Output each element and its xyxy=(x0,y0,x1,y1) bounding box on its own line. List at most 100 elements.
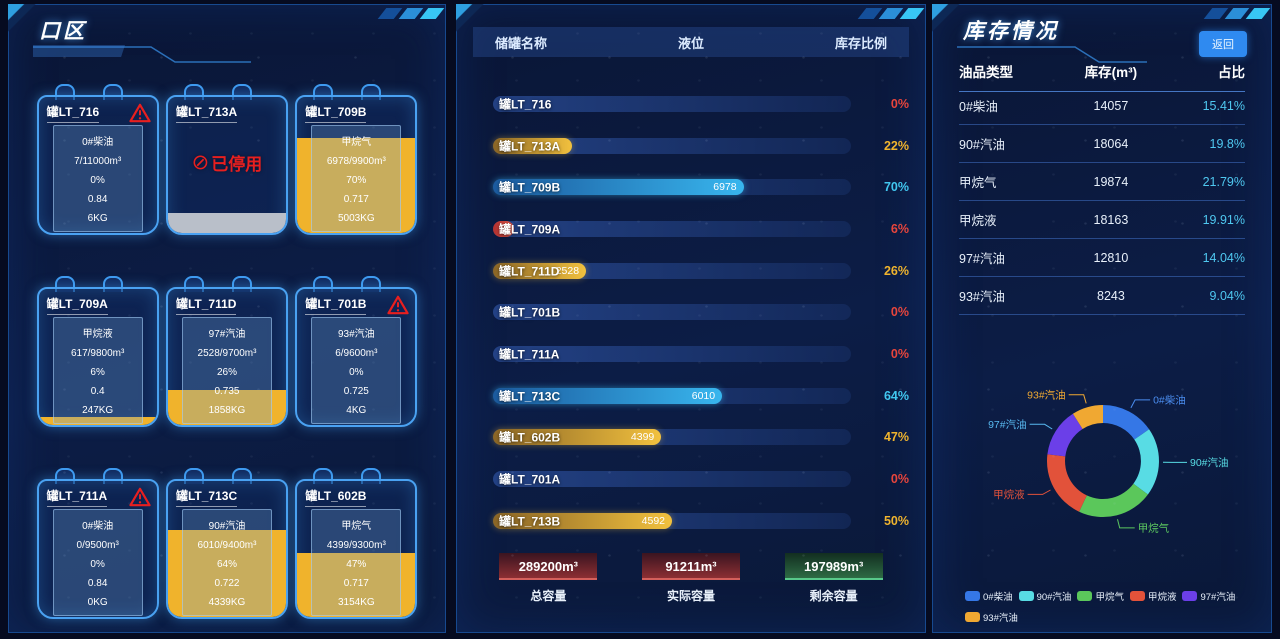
tank-card[interactable]: 罐LT_701B 93#汽油 6/9600m³ 0% 0.725 4KG xyxy=(295,275,418,427)
oil-type: 0#柴油 xyxy=(959,100,998,114)
legend-item[interactable]: 甲烷液 xyxy=(1129,589,1176,603)
level-bar-value: 6010 xyxy=(691,389,716,402)
legend-label: 93#汽油 xyxy=(983,613,1018,624)
tank-level-row: 罐LT_701B 0% xyxy=(473,291,909,333)
tank-level-row: 罐LT_711A 0% xyxy=(473,333,909,375)
inventory-row: 97#汽油 12810 14.04% xyxy=(959,239,1245,277)
oil-inventory: 18163 xyxy=(1093,212,1129,227)
tank-card[interactable]: 罐LT_709A 甲烷液 617/9800m³ 6% 0.4 247KG xyxy=(36,275,159,427)
tank-info-panel: 甲烷液 617/9800m³ 6% 0.4 247KG xyxy=(52,317,143,424)
tank-body: 罐LT_711D 97#汽油 2528/9700m³ 26% 0.735 1858KG xyxy=(165,287,288,427)
level-row-percent: 0% xyxy=(890,346,909,361)
tank-volume: 6/9600m³ xyxy=(335,348,378,359)
tank-fill-percent: 0% xyxy=(90,559,105,570)
capacity-stat-value: 289200m³ xyxy=(499,553,598,580)
level-row-tank-name: 罐LT_716 xyxy=(499,97,552,112)
inventory-rows: 0#柴油 14057 15.41% 90#汽油 18064 19.8% 甲烷气 19874 21… xyxy=(959,87,1245,315)
level-bar-value: 6978 xyxy=(713,181,737,194)
donut-slice xyxy=(1133,429,1159,495)
tank-level-row: 6010 罐LT_713C 64% xyxy=(473,375,909,417)
tank-level-row: 6978 罐LT_709B 70% xyxy=(473,166,909,208)
tank-card[interactable]: 罐LT_713A ⊘ 已停用 xyxy=(165,83,288,235)
legend-label: 0#柴油 xyxy=(983,592,1013,603)
donut-callout-line xyxy=(1029,423,1053,430)
level-row-percent: 47% xyxy=(883,430,909,445)
level-bar-track: 罐LT_713A xyxy=(493,137,851,154)
legend-item[interactable]: 97#汽油 xyxy=(1182,589,1235,603)
donut-callout-line xyxy=(1027,489,1051,495)
level-bar-value: 2528 xyxy=(555,264,580,277)
tank-level-panel: 储罐名称 液位 库存比例 罐LT_716 0% 罐LT_713A 22% 6978 罐LT… xyxy=(456,4,926,633)
level-bar: 2528 xyxy=(493,262,587,279)
tank-card[interactable]: 罐LT_709B 甲烷气 6978/9900m³ 70% 0.717 5003KG xyxy=(295,83,418,235)
tank-info-panel: 0#柴油 0/9500m³ 0% 0.84 0KG xyxy=(52,509,143,616)
legend-label: 甲烷气 xyxy=(1095,592,1124,603)
tank-body: 罐LT_602B 甲烷气 4399/9300m³ 47% 0.717 3154KG xyxy=(295,479,418,619)
level-row-tank-name: 罐LT_713A xyxy=(499,139,561,154)
no-entry-icon: ⊘ xyxy=(191,151,210,174)
tank-body: 罐LT_713C 90#汽油 6010/9400m³ 64% 0.722 4339KG xyxy=(165,479,288,619)
level-bar-track: 罐LT_701A xyxy=(493,471,851,488)
tank-card[interactable]: 罐LT_713C 90#汽油 6010/9400m³ 64% 0.722 4339KG xyxy=(165,467,288,619)
level-row-percent: 50% xyxy=(883,513,909,528)
legend-item[interactable]: 甲烷气 xyxy=(1077,589,1124,603)
level-bar-track: 4399 罐LT_602B xyxy=(493,429,851,446)
level-bar: 4592 xyxy=(493,512,672,529)
tank-density: 0.725 xyxy=(343,386,369,397)
inventory-title: 库存情况 xyxy=(963,20,1059,43)
tank-volume: 4399/9300m³ xyxy=(326,540,386,551)
capacity-stat-label: 剩余容量 xyxy=(809,589,858,603)
tank-weight: 247KG xyxy=(82,405,114,416)
level-row-percent: 64% xyxy=(883,388,909,403)
tank-card[interactable]: 罐LT_711A 0#柴油 0/9500m³ 0% 0.84 0KG xyxy=(36,467,159,619)
col-inventory-ratio: 库存比例 xyxy=(834,35,887,51)
legend-item[interactable]: 0#柴油 xyxy=(965,589,1013,603)
tank-fill-level xyxy=(167,212,286,233)
donut-slice-label: 93#汽油 xyxy=(1027,388,1066,401)
inventory-row: 0#柴油 14057 15.41% xyxy=(959,87,1245,125)
tank-density: 0.717 xyxy=(343,578,369,589)
tank-info-panel: 甲烷气 6978/9900m³ 70% 0.717 5003KG xyxy=(311,125,402,232)
tank-oil-type: 97#汽油 xyxy=(208,329,246,340)
oil-share: 14.04% xyxy=(1202,250,1245,265)
level-row-percent: 70% xyxy=(883,180,909,195)
oil-share-donut-chart: 0#柴油 90#汽油 甲烷气 甲烷液 97#汽油 93#汽油 xyxy=(937,357,1269,571)
inventory-row: 甲烷液 18163 19.91% xyxy=(959,201,1245,239)
capacity-stat: 197989m³ 剩余容量 xyxy=(784,553,883,604)
tank-weight: 1858KG xyxy=(208,405,246,416)
tank-card[interactable]: 罐LT_602B 甲烷气 4399/9300m³ 47% 0.717 3154KG xyxy=(295,467,418,619)
level-row-tank-name: 罐LT_713C xyxy=(499,389,561,404)
level-bar: 4399 xyxy=(493,429,662,446)
tank-oil-type: 93#汽油 xyxy=(337,329,375,340)
tank-grid: 罐LT_716 0#柴油 7/11000m³ 0% 0.84 6KG 罐LT_713A ⊘ 已停… xyxy=(9,65,445,619)
tank-name: 罐LT_711D xyxy=(175,295,237,315)
tank-card[interactable]: 罐LT_716 0#柴油 7/11000m³ 0% 0.84 6KG xyxy=(36,83,159,235)
panel-corner-stripes-icon xyxy=(857,8,925,19)
legend-label: 97#汽油 xyxy=(1200,592,1236,603)
capacity-stat-value: 197989m³ xyxy=(784,553,883,580)
panel-corner-stripes-icon xyxy=(377,8,445,19)
tank-name: 罐LT_713C xyxy=(175,487,238,507)
oil-share: 19.91% xyxy=(1202,212,1245,227)
legend-item[interactable]: 93#汽油 xyxy=(965,610,1018,624)
level-row-tank-name: 罐LT_602B xyxy=(499,430,561,445)
tank-disabled-label: ⊘ 已停用 xyxy=(192,150,263,175)
level-bar-track: 4592 罐LT_713B xyxy=(493,512,851,529)
legend-item[interactable]: 90#汽油 xyxy=(1018,589,1071,603)
tank-fill-level xyxy=(167,529,286,617)
level-row-tank-name: 罐LT_711A xyxy=(499,347,560,362)
tank-card[interactable]: 罐LT_711D 97#汽油 2528/9700m³ 26% 0.735 1858KG xyxy=(165,275,288,427)
panel-corner-stripes-icon xyxy=(1203,8,1271,19)
oil-inventory: 8243 xyxy=(1097,288,1125,303)
tank-oil-type: 甲烷气 xyxy=(341,521,372,532)
tank-fill-level xyxy=(297,137,416,233)
tank-volume: 6978/9900m³ xyxy=(326,156,386,167)
level-bar-track: 罐LT_711A xyxy=(493,345,851,362)
tank-weight: 4KG xyxy=(346,405,367,416)
back-button[interactable]: 返回 xyxy=(1199,31,1247,57)
tank-density: 0.722 xyxy=(214,578,240,589)
donut-callout-line xyxy=(1117,519,1135,529)
donut-slice-label: 甲烷气 xyxy=(1138,521,1170,534)
tank-info-panel: 甲烷气 4399/9300m³ 47% 0.717 3154KG xyxy=(311,509,402,616)
